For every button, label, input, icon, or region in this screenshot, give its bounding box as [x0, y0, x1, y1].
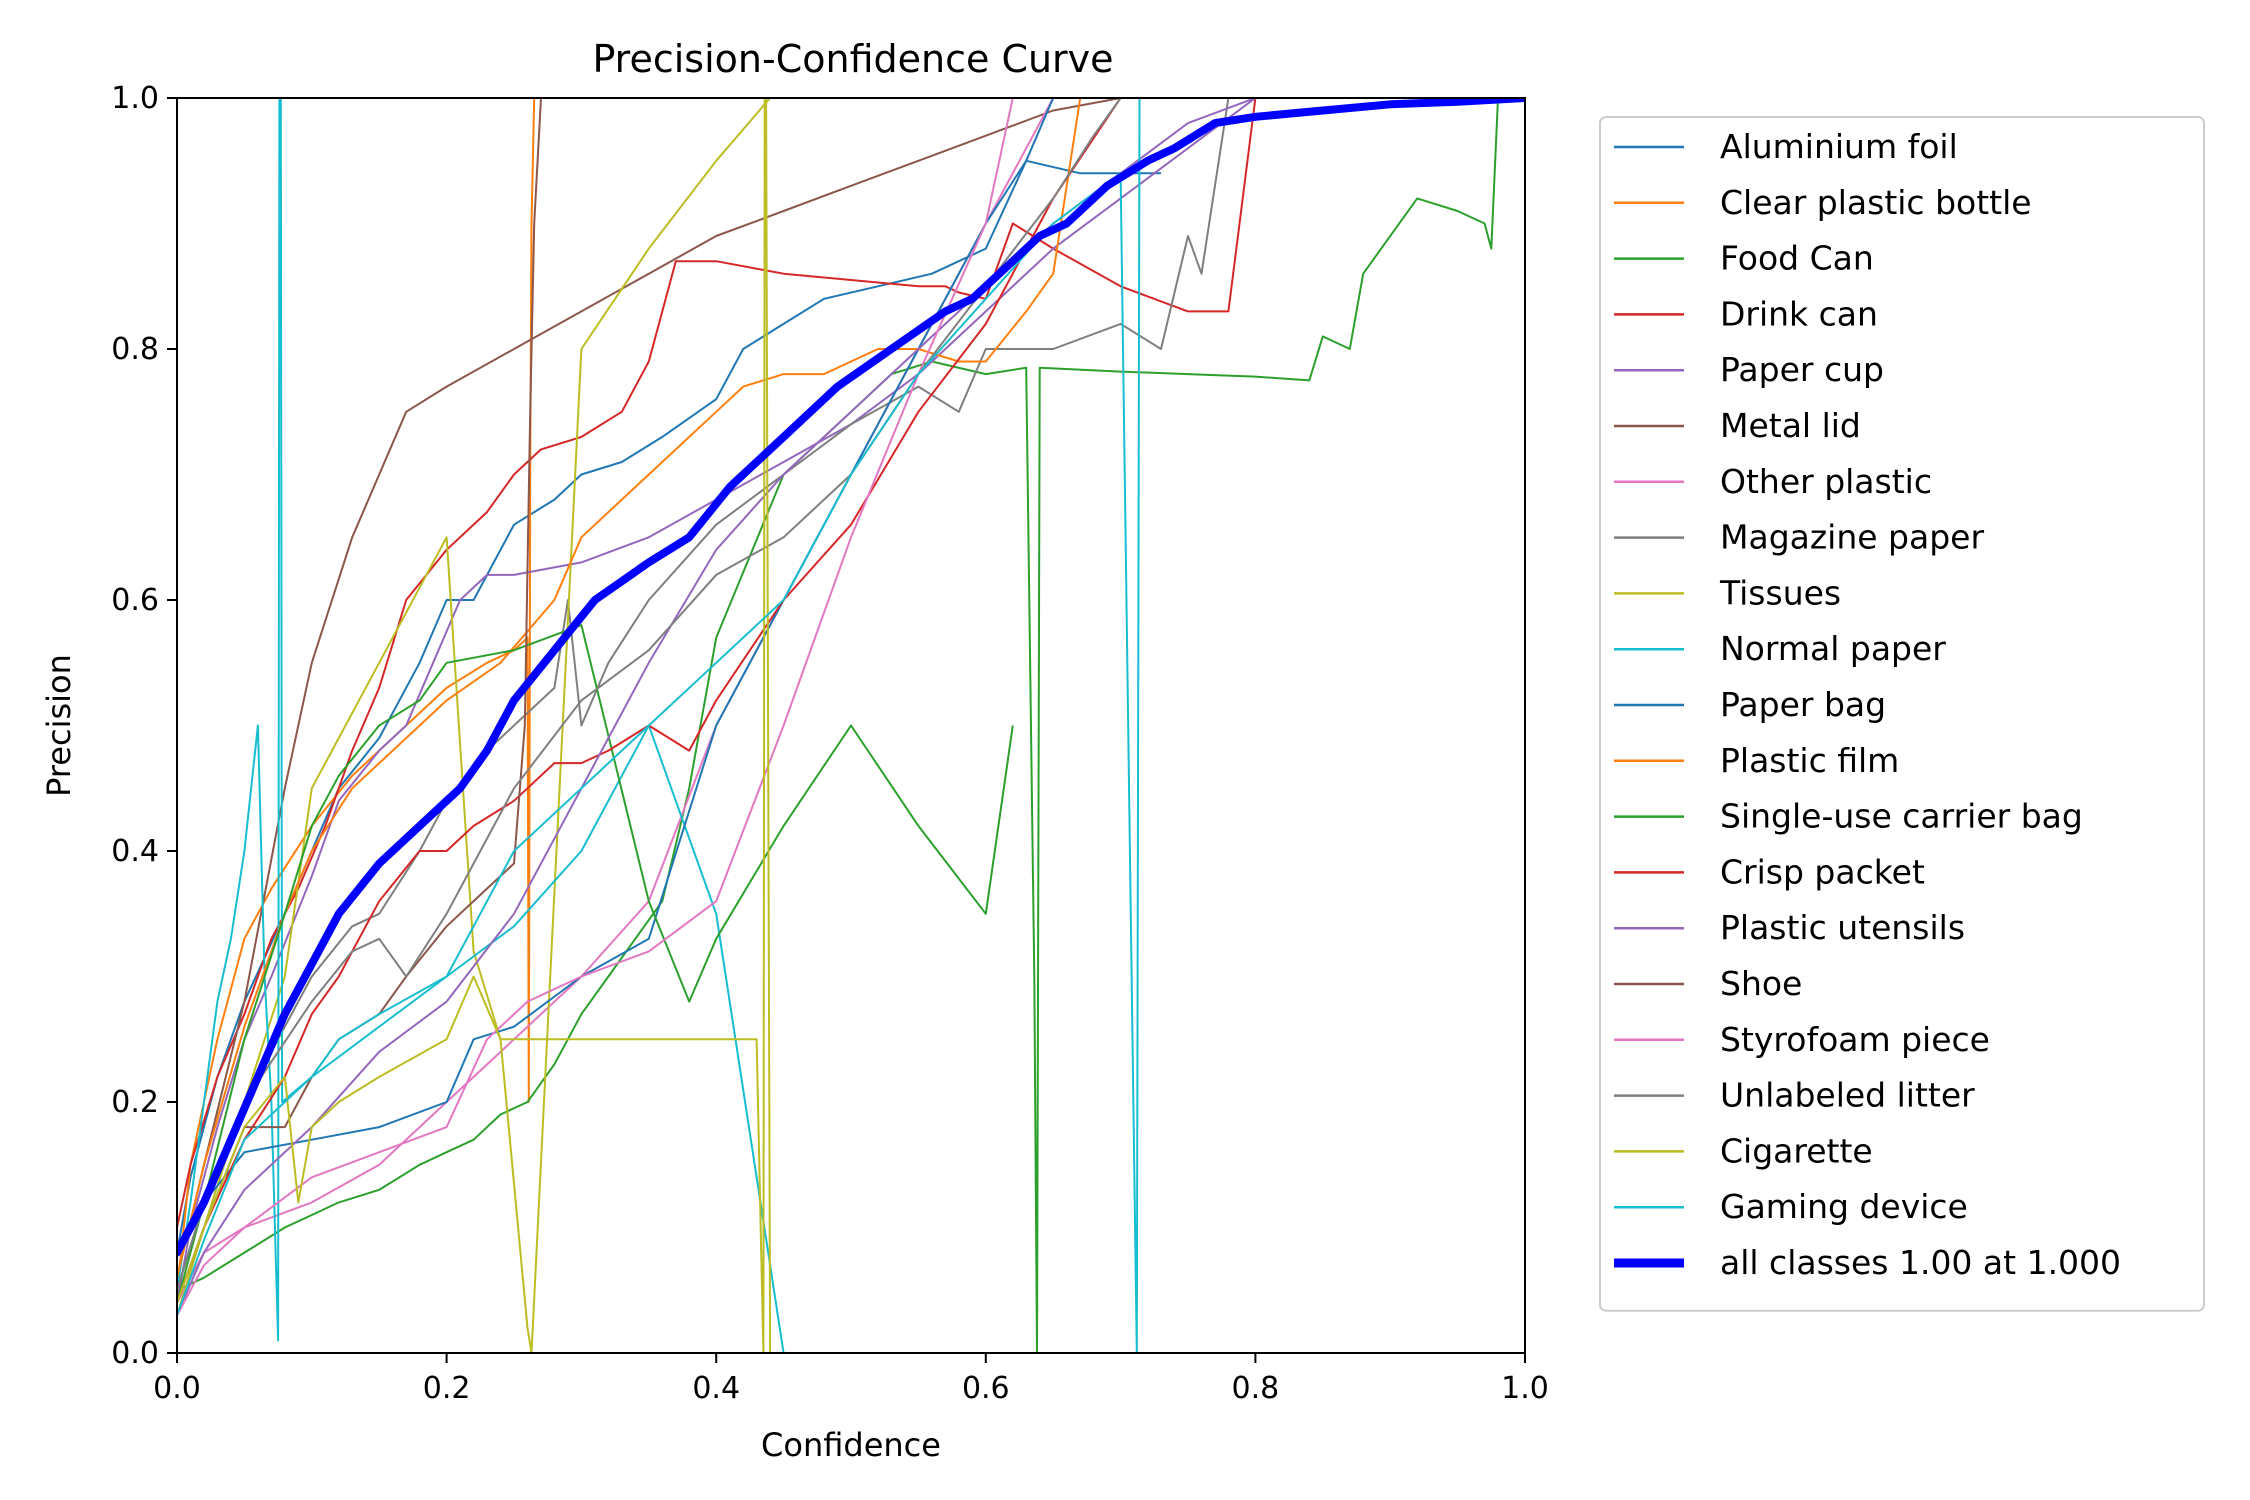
legend-label: Clear plastic bottle: [1720, 183, 2032, 222]
legend-label: Other plastic: [1720, 462, 1932, 501]
legend-label: Magazine paper: [1720, 518, 1984, 557]
legend-label: Drink can: [1720, 294, 1878, 333]
legend-label: Plastic film: [1720, 741, 1899, 780]
x-axis-ticks: 0.0 0.2 0.4 0.6 0.8 1.0: [153, 1353, 1549, 1406]
legend-label: Styrofoam piece: [1720, 1020, 1990, 1059]
x-axis-title: Confidence: [761, 1426, 941, 1464]
x-tick-label: 0.0: [153, 1371, 201, 1406]
series-line-other-plastic: [177, 98, 1055, 1304]
series-line-magazine-paper: [177, 98, 1230, 1291]
series-line-food-can: [177, 98, 1499, 1353]
series-line-all-classes: [177, 98, 1525, 1257]
y-tick-label: 0.4: [111, 834, 159, 869]
legend-label: Unlabeled litter: [1720, 1076, 1975, 1115]
x-tick-label: 0.4: [692, 1371, 740, 1406]
y-tick-label: 0.2: [111, 1085, 159, 1120]
y-axis-ticks: 0.0 0.2 0.4 0.6 0.8 1.0: [111, 81, 177, 1371]
y-tick-label: 0.0: [111, 1336, 159, 1371]
legend-label: Paper bag: [1720, 685, 1886, 724]
y-tick-label: 0.8: [111, 332, 159, 367]
legend-label: Food Can: [1720, 239, 1874, 278]
legend: Aluminium foil Clear plastic bottle Food C…: [1599, 116, 2205, 1312]
series-line-tissues: [177, 98, 771, 1353]
legend-label: Tissues: [1719, 573, 1841, 612]
series-line-crisp-packet: [177, 98, 1122, 1304]
plot-frame: [176, 97, 1526, 1354]
y-axis-title: Precision: [40, 654, 78, 797]
legend-label: Shoe: [1720, 964, 1802, 1003]
legend-label: Cigarette: [1720, 1131, 1873, 1170]
legend-label: Aluminium foil: [1720, 127, 1958, 166]
legend-box: [1599, 116, 2205, 1312]
series-line-unlabeled-litter: [177, 98, 1122, 1291]
series-line-single-use-carrier-bag: [177, 624, 1014, 1304]
x-tick-label: 0.6: [962, 1371, 1010, 1406]
x-tick-label: 0.2: [423, 1371, 471, 1406]
series-line-plastic-film: [177, 98, 1082, 1278]
chart-title: Precision-Confidence Curve: [592, 37, 1113, 81]
y-tick-label: 1.0: [111, 81, 159, 116]
series-line-cigarette: [177, 98, 772, 1353]
legend-label: all classes 1.00 at 1.000: [1720, 1243, 2121, 1282]
x-tick-label: 0.8: [1232, 1371, 1280, 1406]
legend-label: Paper cup: [1720, 350, 1884, 389]
series-line-normal-paper: [177, 98, 785, 1353]
x-tick-label: 1.0: [1501, 1371, 1549, 1406]
legend-label: Crisp packet: [1720, 852, 1925, 891]
y-tick-label: 0.6: [111, 583, 159, 618]
legend-label: Plastic utensils: [1720, 908, 1965, 947]
series-line-plastic-utensils: [177, 98, 1256, 1316]
legend-label: Normal paper: [1720, 629, 1946, 668]
series-line-gaming-device: [177, 98, 1143, 1353]
series-line-paper-bag: [177, 98, 1121, 1291]
series-line-styrofoam-piece: [177, 98, 1014, 1316]
legend-label: Metal lid: [1720, 406, 1861, 445]
series-layer: [177, 98, 1525, 1353]
legend-label: Gaming device: [1720, 1187, 1968, 1226]
series-line-clear-plastic-bottle: [177, 98, 539, 1291]
series-line-drink-can: [177, 98, 1257, 1228]
legend-label: Single-use carrier bag: [1720, 797, 2083, 836]
series-line-metal-lid: [177, 98, 1121, 1278]
